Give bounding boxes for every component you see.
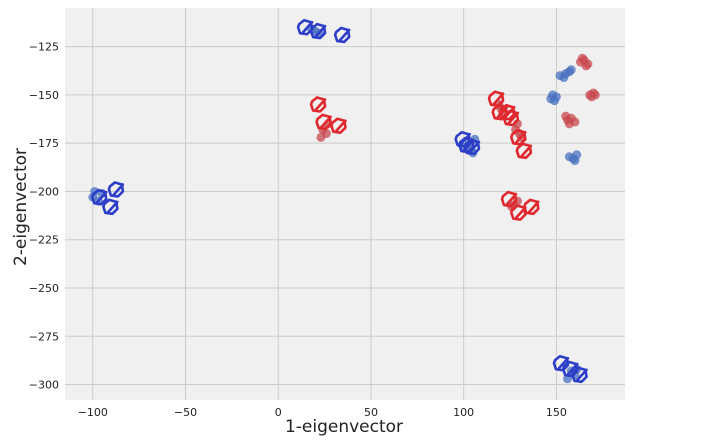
x-tick-label: 0 — [275, 406, 282, 419]
x-tick-label: 150 — [546, 406, 567, 419]
y-tick-label: −150 — [29, 89, 59, 102]
scatter-glyph — [309, 22, 327, 40]
scatter-point — [316, 132, 326, 142]
plot-area — [65, 8, 625, 400]
x-tick-labels: −100 −50 0 50 100 150 — [78, 406, 567, 419]
x-tick-label: −50 — [174, 406, 197, 419]
y-tick-label: −300 — [29, 379, 59, 392]
scatter-point — [570, 117, 580, 127]
scatter-point — [590, 90, 600, 100]
scatter-point — [559, 73, 569, 83]
scatter-point — [577, 53, 587, 63]
scatter-glyph — [522, 198, 540, 216]
scatter-point — [570, 156, 580, 166]
scatter-glyph — [330, 117, 347, 135]
scatter-glyph — [500, 190, 518, 208]
y-axis-label: 2-eigenvector — [11, 148, 31, 266]
scatter-glyph — [487, 90, 505, 107]
scatter-point — [566, 65, 576, 75]
y-tick-label: −275 — [29, 330, 59, 343]
y-tick-label: −225 — [29, 234, 59, 247]
y-tick-label: −125 — [29, 41, 59, 54]
scatter-glyph — [315, 113, 332, 131]
scatter-glyph — [510, 129, 527, 146]
scatter-glyph — [333, 26, 351, 44]
scatter-glyph — [502, 109, 520, 127]
scatter-glyph — [552, 354, 570, 372]
x-tick-label: 50 — [364, 406, 378, 419]
scatter-glyph — [571, 366, 588, 384]
scatter-glyph — [309, 96, 327, 113]
y-tick-labels: −125 −150 −175 −200 −225 −250 −275 −300 — [29, 41, 59, 392]
x-tick-label: 100 — [453, 406, 474, 419]
x-tick-label: −100 — [78, 406, 108, 419]
scatter-glyph — [296, 18, 314, 36]
scatter-point — [561, 111, 571, 121]
y-tick-label: −250 — [29, 282, 59, 295]
data-marks — [88, 18, 600, 384]
scatter-glyph — [463, 138, 481, 156]
y-tick-label: −200 — [29, 185, 59, 198]
scatter-glyph — [515, 142, 533, 160]
scatter-glyph — [90, 188, 108, 206]
scatter-glyph — [107, 181, 125, 198]
y-tick-label: −175 — [29, 137, 59, 150]
scatter-point — [581, 61, 591, 71]
scatter-point — [550, 96, 560, 106]
x-axis-label: 1-eigenvector — [285, 417, 403, 437]
scatter-glyph — [102, 198, 119, 216]
